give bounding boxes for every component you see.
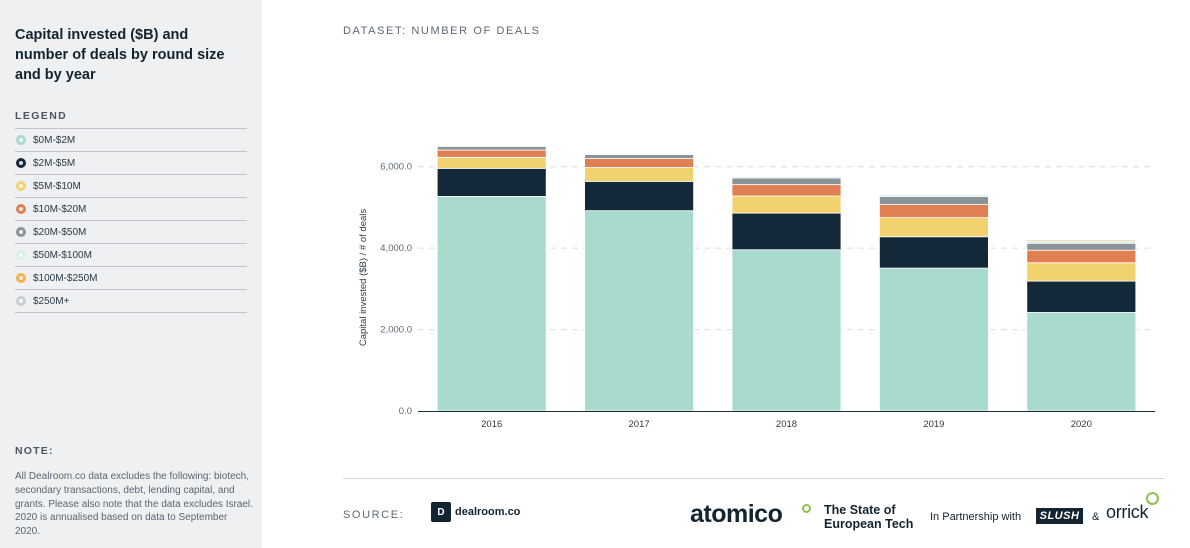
source-label: SOURCE:: [343, 509, 405, 521]
legend-item[interactable]: $100M-$250M: [15, 267, 247, 290]
legend-swatch-icon: [16, 273, 26, 283]
bar-segment: [584, 180, 695, 212]
legend-label: $20M-$50M: [33, 226, 87, 238]
bar-segment: [436, 196, 547, 412]
y-tick-label: 2,000.0: [380, 325, 412, 336]
x-tick-label: 2020: [1071, 419, 1092, 430]
sote-line-2: European Tech: [824, 517, 914, 531]
legend-label: $5M-$10M: [33, 180, 81, 192]
bar-segment: [1026, 242, 1137, 251]
bar-segment: [1026, 280, 1137, 313]
legend-swatch-icon: [16, 204, 26, 214]
orrick-ring-icon: [1146, 492, 1159, 505]
bar-segment: [879, 267, 989, 412]
legend-item[interactable]: $5M-$10M: [15, 175, 247, 198]
bar-segment: [584, 167, 695, 182]
bar-segment: [879, 196, 989, 205]
bar-segment: [731, 195, 842, 214]
orrick-logo[interactable]: orrick: [1106, 502, 1149, 522]
bar-segment: [1026, 238, 1137, 240]
bar-segment: [1026, 249, 1137, 264]
x-tick-label: 2019: [923, 419, 944, 430]
legend-swatch-icon: [16, 135, 26, 145]
bar-segment: [879, 204, 989, 219]
legend-item[interactable]: $250M+: [15, 290, 247, 313]
bar-segment: [436, 149, 547, 158]
bar-segment: [879, 192, 989, 194]
bar-segment: [879, 236, 989, 269]
bar-segment: [436, 145, 547, 151]
partnership-text: In Partnership with: [930, 511, 1022, 523]
slush-logo[interactable]: SLUSH: [1036, 508, 1083, 524]
legend-swatch-icon: [16, 227, 26, 237]
legend-item[interactable]: $20M-$50M: [15, 221, 247, 244]
chart-title: Capital invested ($B) and number of deal…: [15, 27, 225, 83]
y-tick-label: 4,000.0: [380, 243, 412, 254]
legend-item[interactable]: $0M-$2M: [15, 129, 247, 152]
sidebar: Capital invested ($B) and number of deal…: [0, 0, 262, 548]
footer-divider: [343, 478, 1165, 479]
stacked-bar-chart: 0.0 2,000.0 4,000.0 6,000.0 Capital invested…: [358, 144, 1155, 430]
bar-segment: [731, 212, 842, 251]
legend-label: $50M-$100M: [33, 249, 92, 261]
legend-label: $250M+: [33, 295, 70, 307]
atomico-ring-icon: [802, 504, 811, 513]
dealroom-logo[interactable]: D dealroom.co: [431, 502, 520, 522]
bar-segment: [584, 154, 695, 159]
legend-item[interactable]: $10M-$20M: [15, 198, 247, 221]
bar-segment: [584, 210, 695, 412]
x-tick-label: 2017: [629, 419, 650, 430]
bar-segment: [731, 249, 842, 412]
bar-segment: [879, 217, 989, 238]
bar-segment: [1026, 312, 1137, 412]
bar-segment: [731, 177, 842, 186]
y-tick-label: 0.0: [399, 406, 412, 417]
dealroom-text: dealroom.co: [455, 506, 521, 518]
legend-label: $10M-$20M: [33, 203, 87, 215]
legend-swatch-icon: [16, 181, 26, 191]
x-tick-label: 2018: [776, 419, 797, 430]
legend-item[interactable]: $2M-$5M: [15, 152, 247, 175]
dealroom-icon: D: [431, 502, 451, 522]
atomico-logo[interactable]: atomico: [690, 500, 783, 528]
bar-segment: [584, 158, 695, 168]
y-tick-label: 6,000.0: [380, 162, 412, 173]
bar-segment: [1026, 262, 1137, 282]
dataset-label[interactable]: DATASET: NUMBER OF DEALS: [343, 25, 541, 37]
legend-swatch-icon: [16, 158, 26, 168]
note-text: All Dealroom.co data excludes the follow…: [15, 471, 253, 538]
legend-label: $2M-$5M: [33, 157, 76, 169]
legend-label: $100M-$250M: [33, 272, 98, 284]
note-heading: NOTE:: [15, 445, 54, 457]
state-of-european-tech-logo[interactable]: The State of European Tech: [824, 503, 913, 531]
bar-segment: [436, 156, 547, 169]
bar-segment: [731, 184, 842, 197]
x-tick-label: 2016: [481, 419, 502, 430]
legend-swatch-icon: [16, 296, 26, 306]
bar-segment: [436, 167, 547, 197]
legend-label: $0M-$2M: [33, 134, 76, 146]
legend-list: $0M-$2M $2M-$5M $5M-$10M $10M-$20M $20M-$50M…: [15, 128, 247, 313]
y-axis-title: Capital invested ($B) / # of deals: [358, 209, 369, 347]
legend-item[interactable]: $50M-$100M: [15, 244, 247, 267]
legend-swatch-icon: [16, 250, 26, 260]
ampersand: &: [1092, 511, 1100, 523]
sote-line-1: The State of: [824, 503, 896, 517]
legend-heading: LEGEND: [15, 110, 68, 122]
